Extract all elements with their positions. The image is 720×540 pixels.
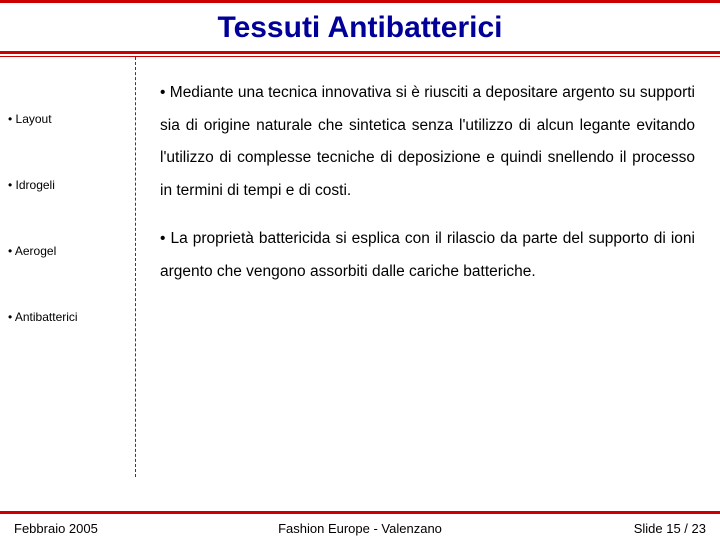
- footer-rule: [0, 511, 720, 514]
- footer-date: Febbraio 2005: [14, 521, 98, 536]
- footer: Febbraio 2005 Fashion Europe - Valenzano…: [0, 516, 720, 540]
- footer-slide-number: Slide 15 / 23: [634, 521, 706, 536]
- paragraph-2: • La proprietà battericida si esplica co…: [160, 223, 695, 288]
- sidebar: • Layout • Idrogeli • Aerogel • Antibatt…: [0, 57, 135, 477]
- sidebar-item-layout: • Layout: [8, 112, 130, 126]
- sidebar-item-antibatterici: • Antibatterici: [8, 310, 130, 324]
- paragraph-1: • Mediante una tecnica innovativa si è r…: [160, 77, 695, 207]
- sidebar-item-idrogeli: • Idrogeli: [8, 178, 130, 192]
- page-title: Tessuti Antibatterici: [0, 3, 720, 51]
- footer-center: Fashion Europe - Valenzano: [0, 521, 720, 536]
- main-area: • Layout • Idrogeli • Aerogel • Antibatt…: [0, 57, 720, 477]
- sidebar-item-aerogel: • Aerogel: [8, 244, 130, 258]
- content: • Mediante una tecnica innovativa si è r…: [135, 57, 720, 477]
- vertical-divider: [135, 57, 136, 477]
